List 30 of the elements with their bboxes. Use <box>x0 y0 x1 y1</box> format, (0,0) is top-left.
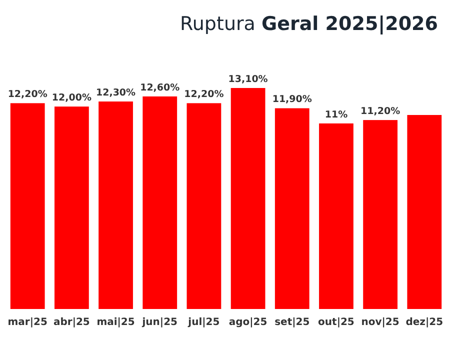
bar <box>186 103 222 309</box>
x-tick-label: ago|25 <box>228 317 268 328</box>
data-label: 11,90% <box>272 94 312 106</box>
x-tick-label: mar|25 <box>8 317 48 328</box>
bar <box>319 123 354 309</box>
bar <box>54 106 89 309</box>
x-tick-label: nov|25 <box>361 317 400 328</box>
data-label: 11% <box>324 109 348 120</box>
chart-title: Ruptura Geral 2025|2026 <box>180 13 438 35</box>
x-tick-label: jun|25 <box>141 317 178 328</box>
bar <box>142 96 178 309</box>
x-tick-label: out|25 <box>318 317 354 328</box>
data-label: 12,60% <box>140 82 180 94</box>
x-tick-label: mai|25 <box>96 317 135 328</box>
bar <box>363 120 398 309</box>
data-label: 13,10% <box>228 74 268 85</box>
x-tick-label: dez|25 <box>406 317 444 328</box>
bar <box>230 88 266 309</box>
bar <box>274 108 310 309</box>
bar <box>98 101 133 309</box>
data-label: 12,30% <box>96 87 136 98</box>
x-tick-label: abr|25 <box>53 317 90 328</box>
data-label: 12,20% <box>8 89 48 100</box>
data-label: 11,20% <box>360 106 401 118</box>
data-label: 12,20% <box>184 89 224 100</box>
bar <box>407 114 442 309</box>
x-tick-label: jul|25 <box>187 317 220 328</box>
bar <box>10 103 45 309</box>
data-label: 12,00% <box>52 92 92 104</box>
x-tick-label: set|25 <box>274 317 310 328</box>
